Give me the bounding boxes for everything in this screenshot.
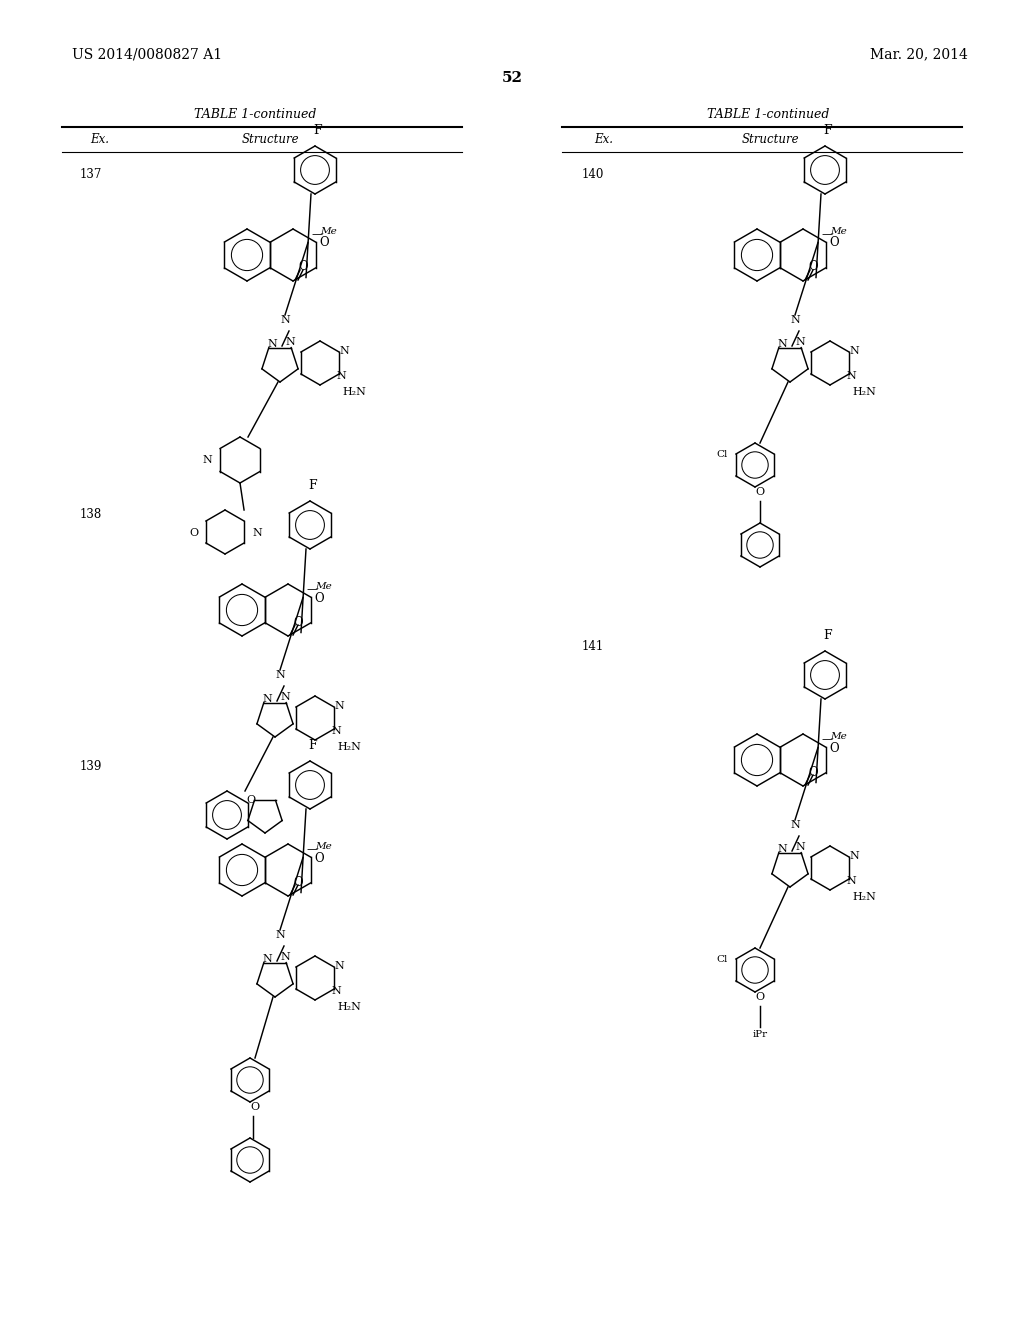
Text: Me: Me [830,733,847,741]
Text: N: N [777,843,786,854]
Text: F: F [308,739,317,752]
Text: N: N [262,954,272,964]
Text: N: N [281,952,290,962]
Text: Me: Me [315,582,332,591]
Text: O: O [808,260,818,273]
Text: 140: 140 [582,168,604,181]
Text: F: F [823,630,833,642]
Text: 137: 137 [80,168,102,181]
Text: —: — [821,734,833,744]
Text: Me: Me [319,227,337,236]
Text: H₂N: H₂N [852,892,876,902]
Text: N: N [281,692,290,702]
Text: O: O [188,528,198,539]
Text: Me: Me [315,842,332,851]
Text: H₂N: H₂N [852,387,876,397]
Text: N: N [252,528,262,539]
Text: O: O [829,236,839,249]
Text: N: N [267,339,276,348]
Text: —: — [821,230,833,239]
Text: N: N [849,346,859,356]
Text: O: O [251,1102,259,1111]
Text: O: O [314,851,325,865]
Text: N: N [849,851,859,861]
Text: Mar. 20, 2014: Mar. 20, 2014 [870,48,968,61]
Text: N: N [791,315,800,325]
Text: F: F [313,124,323,137]
Text: US 2014/0080827 A1: US 2014/0080827 A1 [72,48,222,61]
Text: N: N [275,931,285,940]
Text: N: N [275,671,285,680]
Text: Ex.: Ex. [90,133,110,147]
Text: 141: 141 [582,640,604,653]
Text: N: N [336,371,346,381]
Text: O: O [808,766,818,779]
Text: N: N [203,455,212,465]
Text: N: N [334,961,344,972]
Text: O: O [293,875,303,888]
Text: N: N [262,694,272,704]
Text: N: N [795,842,805,851]
Text: N: N [334,701,344,711]
Text: O: O [298,260,308,273]
Text: TABLE 1-continued: TABLE 1-continued [707,108,829,121]
Text: N: N [331,726,341,737]
Text: 139: 139 [80,760,102,774]
Text: 138: 138 [80,508,102,521]
Text: O: O [247,796,256,805]
Text: O: O [314,591,325,605]
Text: F: F [308,479,317,492]
Text: H₂N: H₂N [342,387,366,397]
Text: N: N [846,876,856,886]
Text: Me: Me [830,227,847,236]
Text: H₂N: H₂N [337,742,360,752]
Text: —: — [306,585,317,594]
Text: —: — [311,230,323,239]
Text: O: O [756,487,765,498]
Text: O: O [319,236,329,249]
Text: Structure: Structure [741,133,799,147]
Text: F: F [823,124,833,137]
Text: TABLE 1-continued: TABLE 1-continued [194,108,316,121]
Text: Ex.: Ex. [595,133,613,147]
Text: H₂N: H₂N [337,1002,360,1012]
Text: O: O [293,615,303,628]
Text: N: N [281,315,290,325]
Text: N: N [285,337,295,347]
Text: O: O [756,993,765,1002]
Text: N: N [777,339,786,348]
Text: iPr: iPr [753,1030,768,1039]
Text: N: N [791,820,800,830]
Text: O: O [829,742,839,755]
Text: Structure: Structure [242,133,299,147]
Text: Cl: Cl [717,450,728,459]
Text: N: N [795,337,805,347]
Text: 52: 52 [502,71,522,84]
Text: Cl: Cl [717,954,728,964]
Text: N: N [846,371,856,381]
Text: N: N [339,346,349,356]
Text: N: N [331,986,341,997]
Text: —: — [306,845,317,854]
